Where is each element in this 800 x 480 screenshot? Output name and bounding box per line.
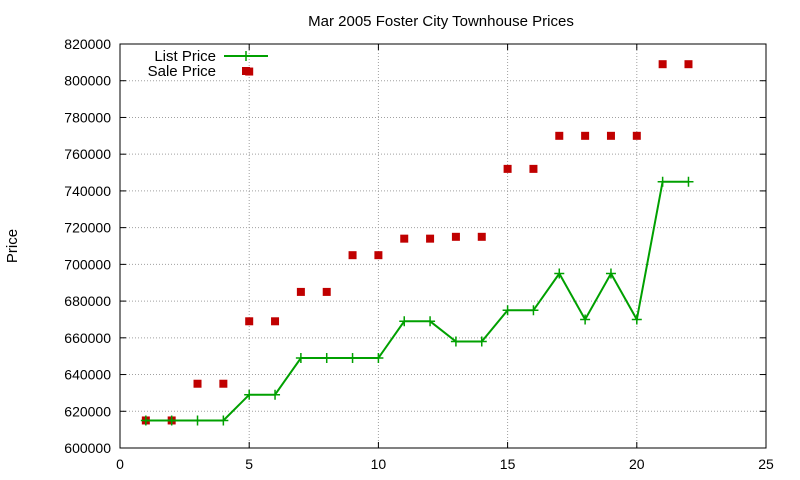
x-tick-label: 15 [500, 456, 516, 472]
sale-price-point [606, 131, 615, 140]
legend-marker-sale-price [242, 67, 250, 75]
list-price-point [166, 415, 177, 426]
list-price-point [631, 314, 642, 325]
legend-label-list-price: List Price [154, 48, 216, 65]
list-price-point [399, 316, 410, 327]
sale-price-point [245, 317, 254, 326]
list-price-point [528, 305, 539, 316]
sale-price-point [374, 251, 383, 260]
chart-title: Mar 2005 Foster City Townhouse Prices [308, 13, 574, 30]
y-tick-label: 760000 [64, 146, 111, 162]
plot-frame [119, 43, 767, 449]
axis-ticks [119, 43, 767, 449]
sale-price-point [193, 379, 202, 388]
list-price-point [270, 389, 281, 400]
sale-price-point [426, 234, 435, 243]
y-tick-label: 680000 [64, 293, 111, 309]
sale-price-point [296, 287, 305, 296]
list-price-point [244, 389, 255, 400]
legend: List Price Sale Price [148, 48, 268, 80]
sale-price-point [529, 164, 538, 173]
axis-tick-labels: 0 5 10 15 20 25 600000 620000 640000 660000 680000… [64, 36, 774, 472]
x-tick-label: 25 [758, 456, 774, 472]
series-layer [140, 60, 694, 426]
y-axis-label: Price [4, 229, 21, 263]
list-price-point [321, 353, 332, 364]
y-tick-label: 800000 [64, 73, 111, 89]
list-price-point [140, 415, 151, 426]
sale-price-point [632, 131, 641, 140]
sale-price-point [400, 234, 409, 243]
list-price-line [145, 180, 689, 422]
y-tick-label: 620000 [64, 403, 111, 419]
list-price-point [295, 353, 306, 364]
list-price-point [476, 336, 487, 347]
x-tick-label: 0 [116, 456, 124, 472]
sale-price-point [658, 60, 667, 69]
y-tick-label: 700000 [64, 256, 111, 272]
list-price-point [657, 176, 668, 187]
sale-price-point [477, 232, 486, 241]
y-tick-label: 820000 [64, 36, 111, 52]
y-tick-label: 780000 [64, 109, 111, 125]
y-tick-label: 720000 [64, 220, 111, 236]
sale-price-point [503, 164, 512, 173]
list-price-point [605, 268, 616, 279]
y-tick-label: 660000 [64, 330, 111, 346]
sale-price-point [348, 251, 357, 260]
sale-price-point [322, 287, 331, 296]
list-price-point [425, 316, 436, 327]
list-price-point [554, 268, 565, 279]
sale-price-point [451, 232, 460, 241]
list-price-point [373, 353, 384, 364]
list-price-point [192, 415, 203, 426]
list-price-point [218, 415, 229, 426]
grid-lines [120, 44, 766, 448]
x-tick-label: 10 [371, 456, 387, 472]
list-price-point [580, 314, 591, 325]
sale-price-point [271, 317, 280, 326]
sale-price-point [581, 131, 590, 140]
list-price-point [502, 305, 513, 316]
legend-label-sale-price: Sale Price [148, 63, 216, 80]
list-price-point [347, 353, 358, 364]
legend-marker-list-price [241, 51, 251, 61]
list-price-point [683, 176, 694, 187]
sale-price-point [219, 379, 228, 388]
list-price-point [450, 336, 461, 347]
sale-price-point [684, 60, 693, 69]
x-tick-label: 20 [629, 456, 645, 472]
sale-price-point [555, 131, 564, 140]
x-tick-label: 5 [245, 456, 253, 472]
y-tick-label: 600000 [64, 440, 111, 456]
y-tick-label: 740000 [64, 183, 111, 199]
y-tick-label: 640000 [64, 367, 111, 383]
